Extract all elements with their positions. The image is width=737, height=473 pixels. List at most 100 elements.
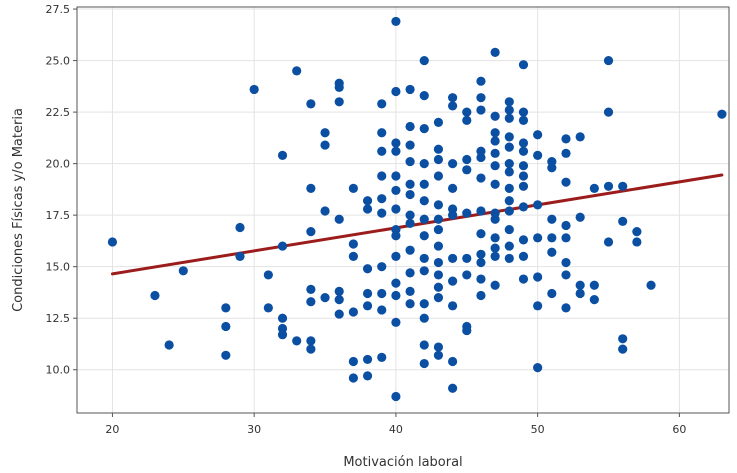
data-point [518, 161, 529, 171]
data-point [717, 109, 727, 119]
y-tick-label: 20.0 [46, 158, 71, 171]
data-point [306, 284, 316, 294]
data-point [490, 136, 500, 146]
data-point [391, 231, 401, 241]
data-point [433, 144, 444, 154]
data-point [348, 239, 358, 249]
data-point [490, 128, 500, 138]
data-point [518, 235, 529, 245]
data-point [362, 264, 373, 274]
data-point [561, 303, 571, 313]
data-point [618, 334, 628, 344]
data-point [391, 204, 401, 214]
data-point [476, 105, 486, 115]
data-point [348, 373, 358, 383]
data-point [589, 295, 599, 305]
data-point [561, 270, 571, 280]
data-point [603, 237, 614, 247]
data-point [448, 210, 458, 220]
data-point [348, 356, 358, 367]
data-point [603, 55, 614, 66]
data-point [405, 179, 415, 189]
data-point [504, 196, 514, 206]
data-point [632, 237, 642, 247]
data-point [504, 97, 514, 107]
data-point [504, 253, 514, 264]
data-point [391, 278, 401, 288]
data-point [433, 241, 444, 251]
data-point [306, 297, 316, 307]
data-point [518, 138, 529, 148]
data-point [362, 371, 373, 381]
data-point [334, 97, 344, 107]
data-point [419, 123, 429, 134]
x-tick-label: 40 [389, 423, 403, 436]
grid-lines [77, 7, 729, 413]
data-point [490, 233, 500, 243]
data-point [490, 148, 500, 158]
data-point [448, 253, 458, 264]
data-point [433, 282, 444, 292]
data-point [348, 183, 358, 193]
data-point [462, 115, 472, 125]
data-point [334, 82, 344, 92]
data-point [334, 286, 344, 297]
data-point [433, 200, 444, 210]
data-point [277, 150, 288, 160]
data-point [561, 257, 571, 268]
data-point [462, 253, 472, 264]
trend-line-layer [110, 173, 724, 276]
data-point [320, 292, 330, 303]
data-point [405, 210, 415, 220]
y-tick-label: 12.5 [46, 312, 71, 325]
data-point [405, 268, 415, 278]
data-point [320, 140, 330, 150]
data-point [603, 181, 614, 191]
data-point [504, 241, 514, 251]
data-point [646, 280, 656, 290]
data-point [419, 313, 429, 323]
data-point [575, 132, 585, 142]
data-point [221, 303, 231, 313]
data-point [476, 229, 486, 239]
data-point [490, 280, 500, 290]
data-point [518, 171, 529, 181]
data-point [391, 251, 401, 261]
data-point [547, 163, 557, 173]
data-point [504, 113, 514, 123]
data-point [433, 224, 444, 235]
data-point [547, 247, 557, 257]
data-point [433, 171, 444, 181]
y-axis-title: Condiciones Físicas y/o Materia [11, 108, 26, 312]
data-point [462, 154, 472, 165]
data-point [362, 288, 373, 299]
data-point [433, 270, 444, 280]
data-point [504, 167, 514, 177]
data-point [433, 292, 444, 303]
data-point [419, 358, 429, 369]
data-point [405, 140, 415, 150]
data-point [348, 251, 358, 261]
x-tick-label: 20 [105, 423, 119, 436]
x-tick-label: 50 [531, 423, 545, 436]
data-point [490, 214, 500, 224]
data-point [561, 220, 571, 231]
data-point [377, 99, 387, 109]
data-point [490, 111, 500, 121]
data-point [377, 146, 387, 156]
data-point [561, 134, 571, 144]
data-point [632, 227, 642, 237]
data-point [107, 237, 118, 247]
data-point [377, 305, 387, 315]
data-point [462, 165, 472, 175]
axis-ticks: 20 30 40 50 60 10.0 12.5 15.0 17.5 20.0 22.5 25.0 27… [46, 3, 687, 436]
data-point [433, 350, 444, 360]
data-point [504, 224, 514, 235]
data-point [547, 233, 557, 243]
data-point [391, 290, 401, 301]
data-points [107, 16, 727, 402]
data-point [306, 99, 316, 109]
data-point [433, 117, 444, 128]
data-point [419, 159, 429, 169]
